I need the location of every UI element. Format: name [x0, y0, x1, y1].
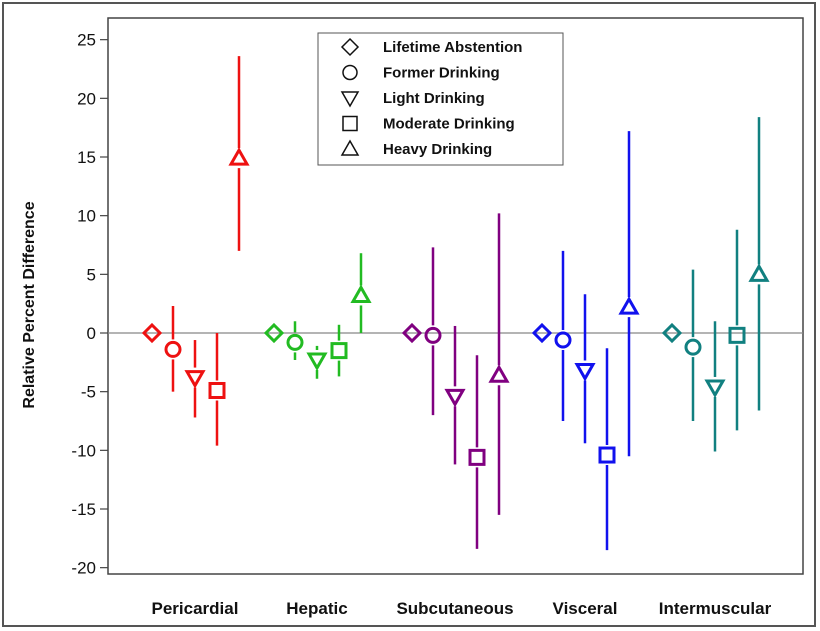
- data-point-circle: [554, 331, 572, 349]
- data-point-diamond: [531, 322, 553, 344]
- data-point-diamond: [141, 322, 163, 344]
- data-point-triangle-down: [444, 388, 466, 408]
- x-category-label: Visceral: [553, 599, 618, 618]
- y-tick-label: 25: [77, 31, 96, 50]
- y-tick-label: 20: [77, 89, 96, 108]
- x-axis: Pericardial Hepatic Subcutaneous Visceral In…: [152, 599, 772, 618]
- plot-area-border: [107, 17, 804, 575]
- series-heavy-drinking: [228, 56, 770, 515]
- y-tick-label: -15: [71, 500, 96, 519]
- data-point-diamond: [401, 322, 423, 344]
- data-point-circle: [424, 326, 442, 344]
- data-point-triangle-down: [574, 363, 596, 382]
- y-tick-label: 15: [77, 148, 96, 167]
- x-category-label: Pericardial: [152, 599, 239, 618]
- series-former-drinking: [164, 247, 702, 421]
- y-tick-label: 5: [87, 265, 96, 284]
- legend-label: Lifetime Abstention: [383, 39, 522, 56]
- data-point-triangle-down: [306, 352, 328, 372]
- series-light-drinking: [184, 294, 726, 465]
- data-point-triangle-up: [350, 284, 372, 303]
- legend-marker-triangle-up: [340, 139, 360, 156]
- data-point-square: [208, 381, 226, 399]
- y-tick-label: -5: [81, 383, 96, 402]
- data-point-triangle-up: [228, 147, 250, 166]
- legend-label: Former Drinking: [383, 65, 500, 82]
- x-category-label: Subcutaneous: [396, 599, 513, 618]
- x-category-label: Hepatic: [286, 599, 347, 618]
- legend-marker-diamond: [340, 37, 360, 57]
- data-point-triangle-down: [704, 379, 726, 398]
- data-point-circle: [684, 338, 702, 356]
- y-tick-label: -10: [71, 441, 96, 460]
- data-point-triangle-up: [748, 263, 770, 282]
- data-point-square: [330, 342, 348, 360]
- data-point-circle: [286, 333, 304, 351]
- y-tick-label: 10: [77, 207, 96, 226]
- data-point-square: [598, 446, 616, 464]
- legend-marker-circle: [342, 64, 358, 81]
- data-point-triangle-up: [618, 296, 640, 315]
- series-moderate-drinking: [208, 229, 746, 551]
- data-point-triangle-down: [184, 370, 206, 389]
- legend-box: [317, 32, 564, 166]
- legend-marker-square: [342, 115, 358, 132]
- y-axis-label: Relative Percent Difference: [21, 201, 38, 408]
- y-tick-label: 0: [87, 324, 96, 343]
- data-point-diamond: [661, 322, 683, 344]
- legend: Lifetime Abstention Former Drinking Light …: [317, 32, 564, 166]
- data-point-square: [728, 326, 746, 344]
- series-lifetime-abstention: [141, 322, 683, 344]
- x-category-label: Intermuscular: [659, 599, 772, 618]
- data-marks: [141, 56, 770, 551]
- y-axis: 25 20 15 10 5 0 -5 -10 -15 -20: [71, 31, 108, 578]
- data-point-diamond: [263, 322, 285, 344]
- y-tick-label: -20: [71, 559, 96, 578]
- legend-label: Moderate Drinking: [383, 116, 515, 133]
- data-point-triangle-up: [488, 364, 510, 383]
- legend-marker-triangle-down: [340, 91, 360, 108]
- data-point-circle: [164, 340, 182, 358]
- legend-label: Light Drinking: [383, 90, 485, 107]
- data-point-square: [468, 448, 486, 466]
- legend-label: Heavy Drinking: [383, 141, 492, 158]
